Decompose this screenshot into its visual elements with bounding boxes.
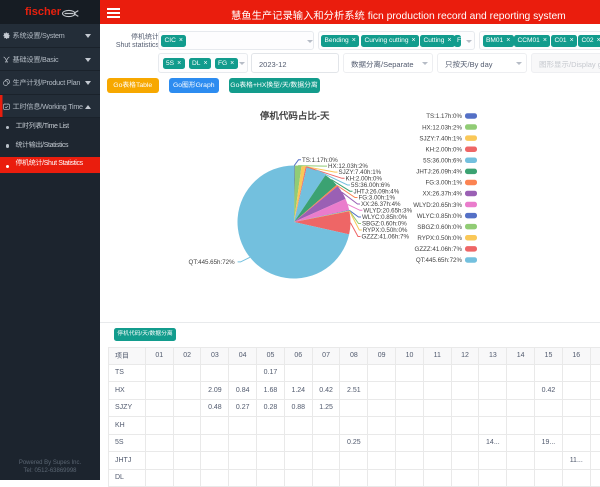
svg-text:SJZY:7.40h:1%: SJZY:7.40h:1% (419, 135, 462, 142)
svg-text:KH:2.00h:0%: KH:2.00h:0% (426, 146, 463, 153)
svg-text:WLYC:0.85h:0%: WLYC:0.85h:0% (417, 213, 463, 220)
svg-text:WLYD:20.65h:3%: WLYD:20.65h:3% (413, 202, 462, 209)
svg-text:停机代码占比-天: 停机代码占比-天 (260, 110, 330, 122)
svg-text:JHTJ:26.09h:4%: JHTJ:26.09h:4% (416, 169, 462, 176)
svg-text:FG:3.00h:1%: FG:3.00h:1% (426, 180, 463, 187)
svg-text:WLYC:0.85h:0%: WLYC:0.85h:0% (362, 214, 408, 221)
svg-text:RYPX:0.50h:0%: RYPX:0.50h:0% (363, 227, 408, 234)
svg-text:TS:1.17h:0%: TS:1.17h:0% (426, 113, 462, 120)
svg-text:HX:12.03h:2%: HX:12.03h:2% (328, 163, 368, 170)
svg-text:FG:3.00h:1%: FG:3.00h:1% (359, 195, 396, 202)
svg-text:XX:26.37h:4%: XX:26.37h:4% (422, 191, 462, 198)
svg-text:RYPX:0.50h:0%: RYPX:0.50h:0% (417, 235, 462, 242)
svg-text:XX:26.37h:4%: XX:26.37h:4% (361, 201, 401, 208)
svg-text:5S:36.00h:6%: 5S:36.00h:6% (423, 158, 462, 165)
svg-text:WLYD:20.65h:3%: WLYD:20.65h:3% (363, 207, 412, 214)
svg-text:SBGZ:0.60h:0%: SBGZ:0.60h:0% (417, 224, 462, 231)
svg-text:SJZY:7.40h:1%: SJZY:7.40h:1% (339, 169, 382, 176)
svg-text:SBGZ:0.60h:0%: SBGZ:0.60h:0% (362, 221, 407, 228)
svg-text:HX:12.03h:2%: HX:12.03h:2% (422, 124, 462, 131)
svg-text:QT:445.65h:72%: QT:445.65h:72% (189, 259, 236, 266)
svg-text:KH:2.00h:0%: KH:2.00h:0% (346, 175, 383, 182)
svg-text:TS:1.17h:0%: TS:1.17h:0% (302, 157, 338, 164)
svg-text:QT:445.65h:72%: QT:445.65h:72% (416, 257, 463, 264)
svg-text:5S:36.00h:6%: 5S:36.00h:6% (351, 182, 390, 189)
svg-text:JHTJ:26.09h:4%: JHTJ:26.09h:4% (354, 188, 400, 195)
svg-text:GZZZ:41.06h:7%: GZZZ:41.06h:7% (415, 246, 463, 253)
svg-text:GZZZ:41.06h:7%: GZZZ:41.06h:7% (362, 234, 410, 241)
